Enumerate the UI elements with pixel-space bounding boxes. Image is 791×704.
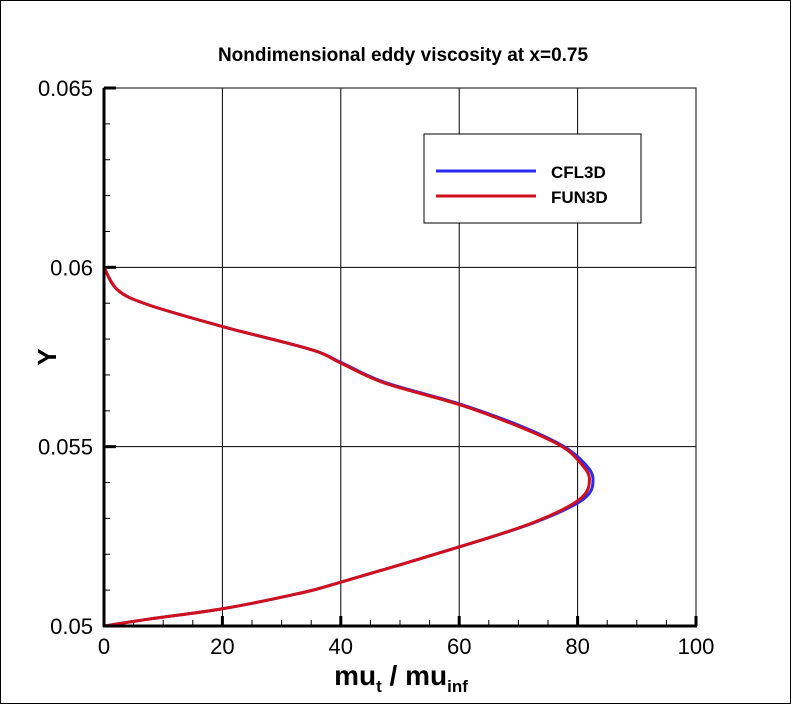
tick-labels: 0 20 40 60 80 100 0.05 0.055 0.06 0.065 [38,76,714,659]
x-label-sub-inf: inf [447,677,468,696]
x-label-sub-t: t [376,677,382,696]
x-tick-label: 60 [447,634,471,659]
legend-box [423,133,642,224]
x-tick-label: 100 [678,634,715,659]
y-axis-label: Y [32,348,62,365]
series-lines [102,266,595,628]
x-tick-label: 20 [210,634,234,659]
x-label-mid: / mu [382,660,447,691]
x-label-main: mu [334,660,376,691]
y-tick-label: 0.065 [38,76,93,101]
x-tick-label: 0 [98,634,110,659]
series-line-fun3d [102,266,591,628]
chart-title: Nondimensional eddy viscosity at x=0.75 [218,45,589,66]
x-tick-label: 40 [329,634,353,659]
legend-label-fun3d: FUN3D [551,188,608,207]
x-tick-label: 80 [565,634,589,659]
y-tick-label: 0.06 [50,255,93,280]
legend: CFL3D FUN3D [423,133,642,224]
legend-label-cfl3d: CFL3D [551,163,606,182]
y-tick-label: 0.055 [38,435,93,460]
x-axis-label: mut / muinf [334,660,468,696]
y-tick-label: 0.05 [50,614,93,639]
